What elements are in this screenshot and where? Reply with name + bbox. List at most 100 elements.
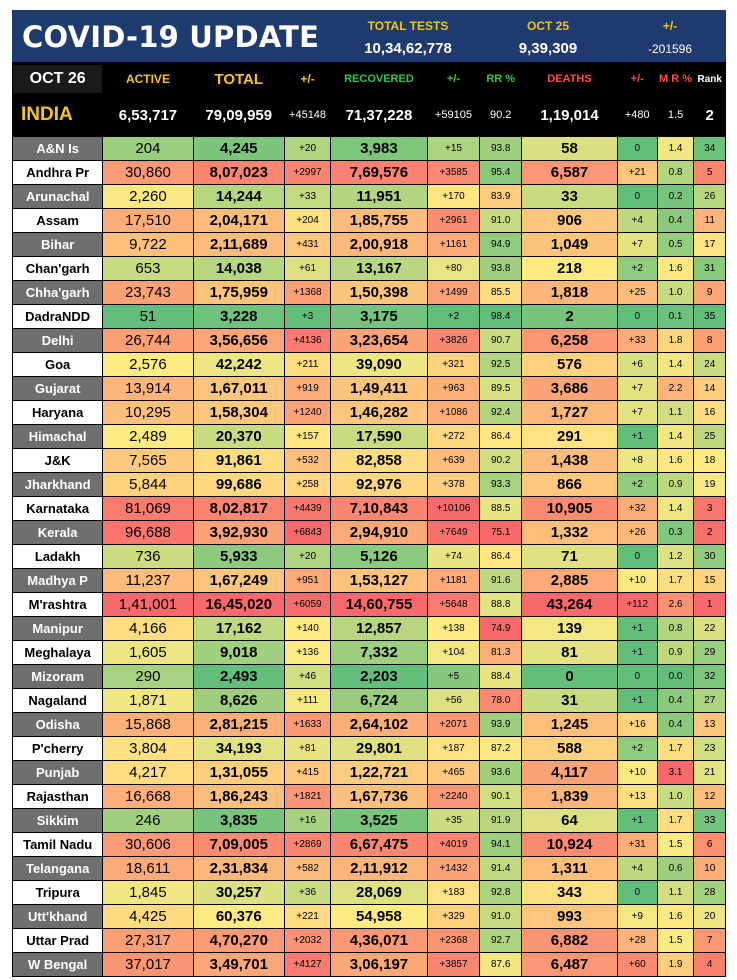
india-rank: 2: [693, 93, 726, 137]
total-tests-value: 10,34,62,778: [364, 40, 452, 57]
table-row: Andhra Pr 30,860 8,07,023 +2997 7,69,576 +358…: [11, 160, 726, 185]
recovered-cell: 2,64,102: [330, 712, 428, 737]
recovered-change-cell: +187: [426, 736, 481, 761]
rr-cell: 90.2: [479, 448, 523, 473]
active-cell: 1,871: [102, 688, 194, 713]
active-cell: 3,804: [102, 736, 194, 761]
header-rank: Rank: [693, 64, 726, 94]
table-row: Gujarat 13,914 1,67,011 +919 1,49,411 +963 89.…: [11, 376, 726, 401]
rr-cell: 92.5: [479, 352, 523, 377]
state-name: Bihar: [11, 232, 104, 257]
recovered-cell: 1,22,721: [330, 760, 428, 785]
total-cell: 2,04,171: [192, 208, 285, 233]
recovered-cell: 28,069: [330, 880, 428, 905]
total-change-cell: +4439: [283, 496, 332, 521]
recovered-cell: 1,50,398: [330, 280, 428, 305]
deaths-change-cell: +7: [616, 400, 658, 425]
deaths-cell: 993: [521, 904, 618, 929]
rank-cell: 14: [693, 376, 726, 401]
table-row: Chha'garh 23,743 1,75,959 +1368 1,50,398 +149…: [11, 280, 726, 305]
header-total-change: +/-: [283, 64, 332, 94]
rank-cell: 22: [693, 616, 726, 641]
state-name: Utt'khand: [11, 904, 104, 929]
state-name: Goa: [11, 352, 104, 377]
recovered-cell: 11,951: [330, 184, 428, 209]
deaths-change-cell: 0: [616, 664, 658, 689]
prev-date-value: 9,39,309: [518, 40, 578, 57]
deaths-cell: 31: [521, 688, 618, 713]
state-name: Mizoram: [11, 664, 104, 689]
total-change-cell: +6843: [283, 520, 332, 545]
deaths-cell: 0: [521, 664, 618, 689]
recovered-cell: 2,11,912: [330, 856, 428, 881]
rr-cell: 74.9: [479, 616, 523, 641]
recovered-change-cell: +170: [426, 184, 481, 209]
state-name: Manipur: [11, 616, 104, 641]
table-row: Rajasthan 16,668 1,86,243 +1821 1,67,736 +224…: [11, 784, 726, 809]
total-cell: 60,376: [192, 904, 285, 929]
rank-cell: 7: [693, 928, 726, 953]
recovered-cell: 3,175: [330, 304, 428, 329]
india-total-row: INDIA 6,53,717 79,09,959 +45148 71,37,22…: [11, 93, 726, 137]
mr-cell: 1.0: [656, 280, 695, 305]
rr-cell: 85.5: [479, 280, 523, 305]
rr-cell: 87.6: [479, 952, 523, 977]
deaths-cell: 6,587: [521, 160, 618, 185]
recovered-cell: 3,525: [330, 808, 428, 833]
state-name: Punjab: [11, 760, 104, 785]
recovered-change-cell: +321: [426, 352, 481, 377]
rank-cell: 25: [693, 424, 726, 449]
mr-cell: 1.8: [656, 328, 695, 353]
rr-cell: 94.1: [479, 832, 523, 857]
state-name: Chan'garh: [11, 256, 104, 281]
total-change-cell: +4127: [283, 952, 332, 977]
recovered-change-cell: +35: [426, 808, 481, 833]
deaths-change-cell: +9: [616, 904, 658, 929]
total-cell: 8,02,817: [192, 496, 285, 521]
deaths-cell: 1,727: [521, 400, 618, 425]
state-name: Sikkim: [11, 808, 104, 833]
active-cell: 23,743: [102, 280, 194, 305]
active-cell: 37,017: [102, 952, 194, 977]
total-cell: 14,244: [192, 184, 285, 209]
rr-cell: 93.6: [479, 760, 523, 785]
deaths-change-cell: +4: [616, 208, 658, 233]
total-change-cell: +258: [283, 472, 332, 497]
active-cell: 11,237: [102, 568, 194, 593]
rank-cell: 1: [693, 592, 726, 617]
table-header: OCT 26 ACTIVE TOTAL +/- RECOVERED +/- RR…: [11, 64, 726, 94]
table-row: P'cherry 3,804 34,193 +81 29,801 +187 87.2 588 +…: [11, 736, 726, 761]
rank-cell: 30: [693, 544, 726, 569]
total-cell: 3,228: [192, 304, 285, 329]
total-change-cell: +1633: [283, 712, 332, 737]
rr-cell: 93.9: [479, 712, 523, 737]
total-cell: 2,11,689: [192, 232, 285, 257]
rank-cell: 23: [693, 736, 726, 761]
rr-cell: 88.5: [479, 496, 523, 521]
rr-cell: 93.8: [479, 256, 523, 281]
deaths-cell: 10,905: [521, 496, 618, 521]
active-cell: 4,217: [102, 760, 194, 785]
recovered-cell: 7,10,843: [330, 496, 428, 521]
total-cell: 1,67,011: [192, 376, 285, 401]
recovered-change-cell: +3857: [426, 952, 481, 977]
state-table: OCT 26 ACTIVE TOTAL +/- RECOVERED +/- RR…: [11, 64, 726, 977]
mr-cell: 2.6: [656, 592, 695, 617]
recovered-cell: 1,67,736: [330, 784, 428, 809]
active-cell: 30,860: [102, 160, 194, 185]
mr-cell: 1.7: [656, 568, 695, 593]
deaths-cell: 81: [521, 640, 618, 665]
total-change-cell: +61: [283, 256, 332, 281]
header-recovered: RECOVERED: [330, 64, 428, 94]
deaths-cell: 576: [521, 352, 618, 377]
mr-cell: 0.4: [656, 688, 695, 713]
table-row: Manipur 4,166 17,162 +140 12,857 +138 74.9 139 +…: [11, 616, 726, 641]
rr-cell: 92.7: [479, 928, 523, 953]
state-name: Telangana: [11, 856, 104, 881]
india-deaths-change: +480: [616, 93, 658, 137]
rr-cell: 86.4: [479, 424, 523, 449]
state-name: DadraNDD: [11, 304, 104, 329]
active-cell: 4,425: [102, 904, 194, 929]
prev-date-label: OCT 25: [526, 19, 569, 33]
india-total-change: +45148: [283, 93, 332, 137]
